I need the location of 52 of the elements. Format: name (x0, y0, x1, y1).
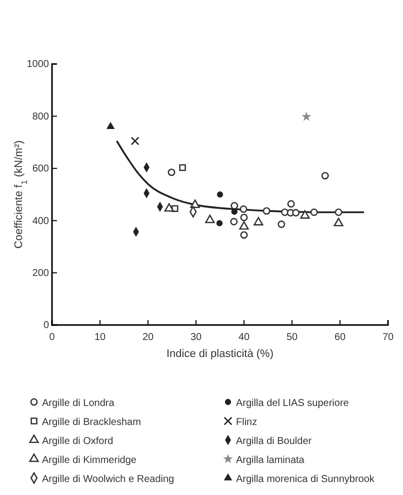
x-axis-title: Indice di plasticità (%) (166, 348, 274, 360)
point (216, 191, 224, 198)
point (205, 214, 215, 224)
legend-label: Argille di Woolwich e Reading (42, 474, 174, 485)
point (334, 218, 344, 226)
point (278, 220, 286, 228)
point (262, 207, 270, 215)
point (300, 210, 310, 219)
x-tick-label: 50 (286, 332, 298, 343)
point (179, 164, 186, 172)
point (216, 220, 223, 226)
legend-label: Argille di Bracklesham (42, 417, 141, 428)
legend-label: Argilla morenica di Sunnybrook (236, 474, 376, 485)
x-tick-label: 70 (382, 332, 394, 343)
legend-label: Argilla laminata (236, 455, 305, 466)
point (240, 205, 248, 213)
point (281, 208, 289, 216)
point (334, 208, 342, 216)
point (321, 172, 329, 180)
y-tick-label: 1000 (26, 59, 50, 70)
y-tick-label: 200 (32, 268, 50, 279)
point (240, 214, 248, 222)
point (106, 122, 115, 130)
point (230, 218, 238, 226)
legend-label: Argille di Londra (42, 398, 115, 409)
x-tick-label: 20 (142, 332, 154, 343)
y-tick-label: 400 (32, 216, 50, 227)
point (301, 112, 312, 121)
legend-label: Argille di Oxford (42, 436, 114, 447)
x-tick-label: 10 (94, 332, 106, 343)
legend-label: Argilla di Boulder (236, 436, 312, 447)
point (239, 221, 249, 230)
legend-label: Flinz (236, 417, 258, 428)
x-tick-label: 40 (238, 332, 250, 343)
x-tick-label: 30 (190, 332, 202, 343)
legend-label: Argilla del LIAS superiore (236, 398, 350, 409)
point (292, 209, 300, 217)
point (164, 203, 174, 212)
x-tick-label: 60 (334, 332, 346, 343)
y-tick-label: 800 (32, 111, 50, 122)
point (168, 168, 176, 176)
point (287, 200, 295, 208)
y-tick-label: 0 (43, 320, 50, 332)
point (310, 208, 318, 216)
point (230, 202, 238, 210)
point (130, 136, 140, 146)
point (254, 216, 264, 226)
legend-label: Argille di Kimmeridge (42, 455, 137, 466)
point (190, 199, 200, 208)
point (231, 208, 238, 215)
y-tick-label: 600 (32, 164, 50, 175)
point (240, 231, 248, 239)
